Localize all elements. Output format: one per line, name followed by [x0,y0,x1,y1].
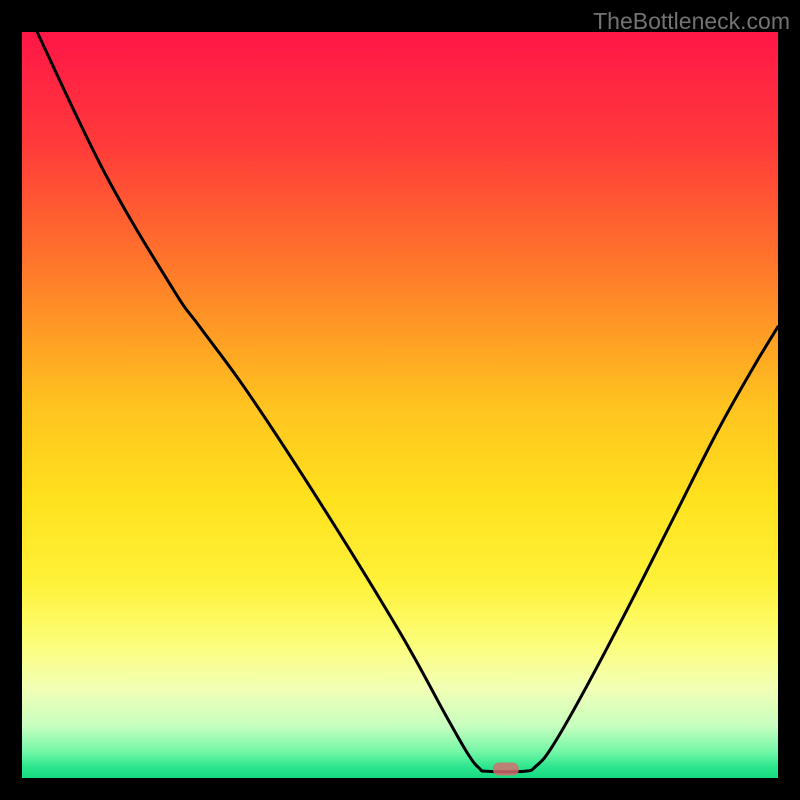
curve-svg [22,32,778,778]
plot-area [22,32,778,778]
watermark-text: TheBottleneck.com [593,8,790,35]
chart-container: TheBottleneck.com [0,0,800,800]
bottleneck-curve [37,32,778,772]
optimum-marker [493,763,519,776]
